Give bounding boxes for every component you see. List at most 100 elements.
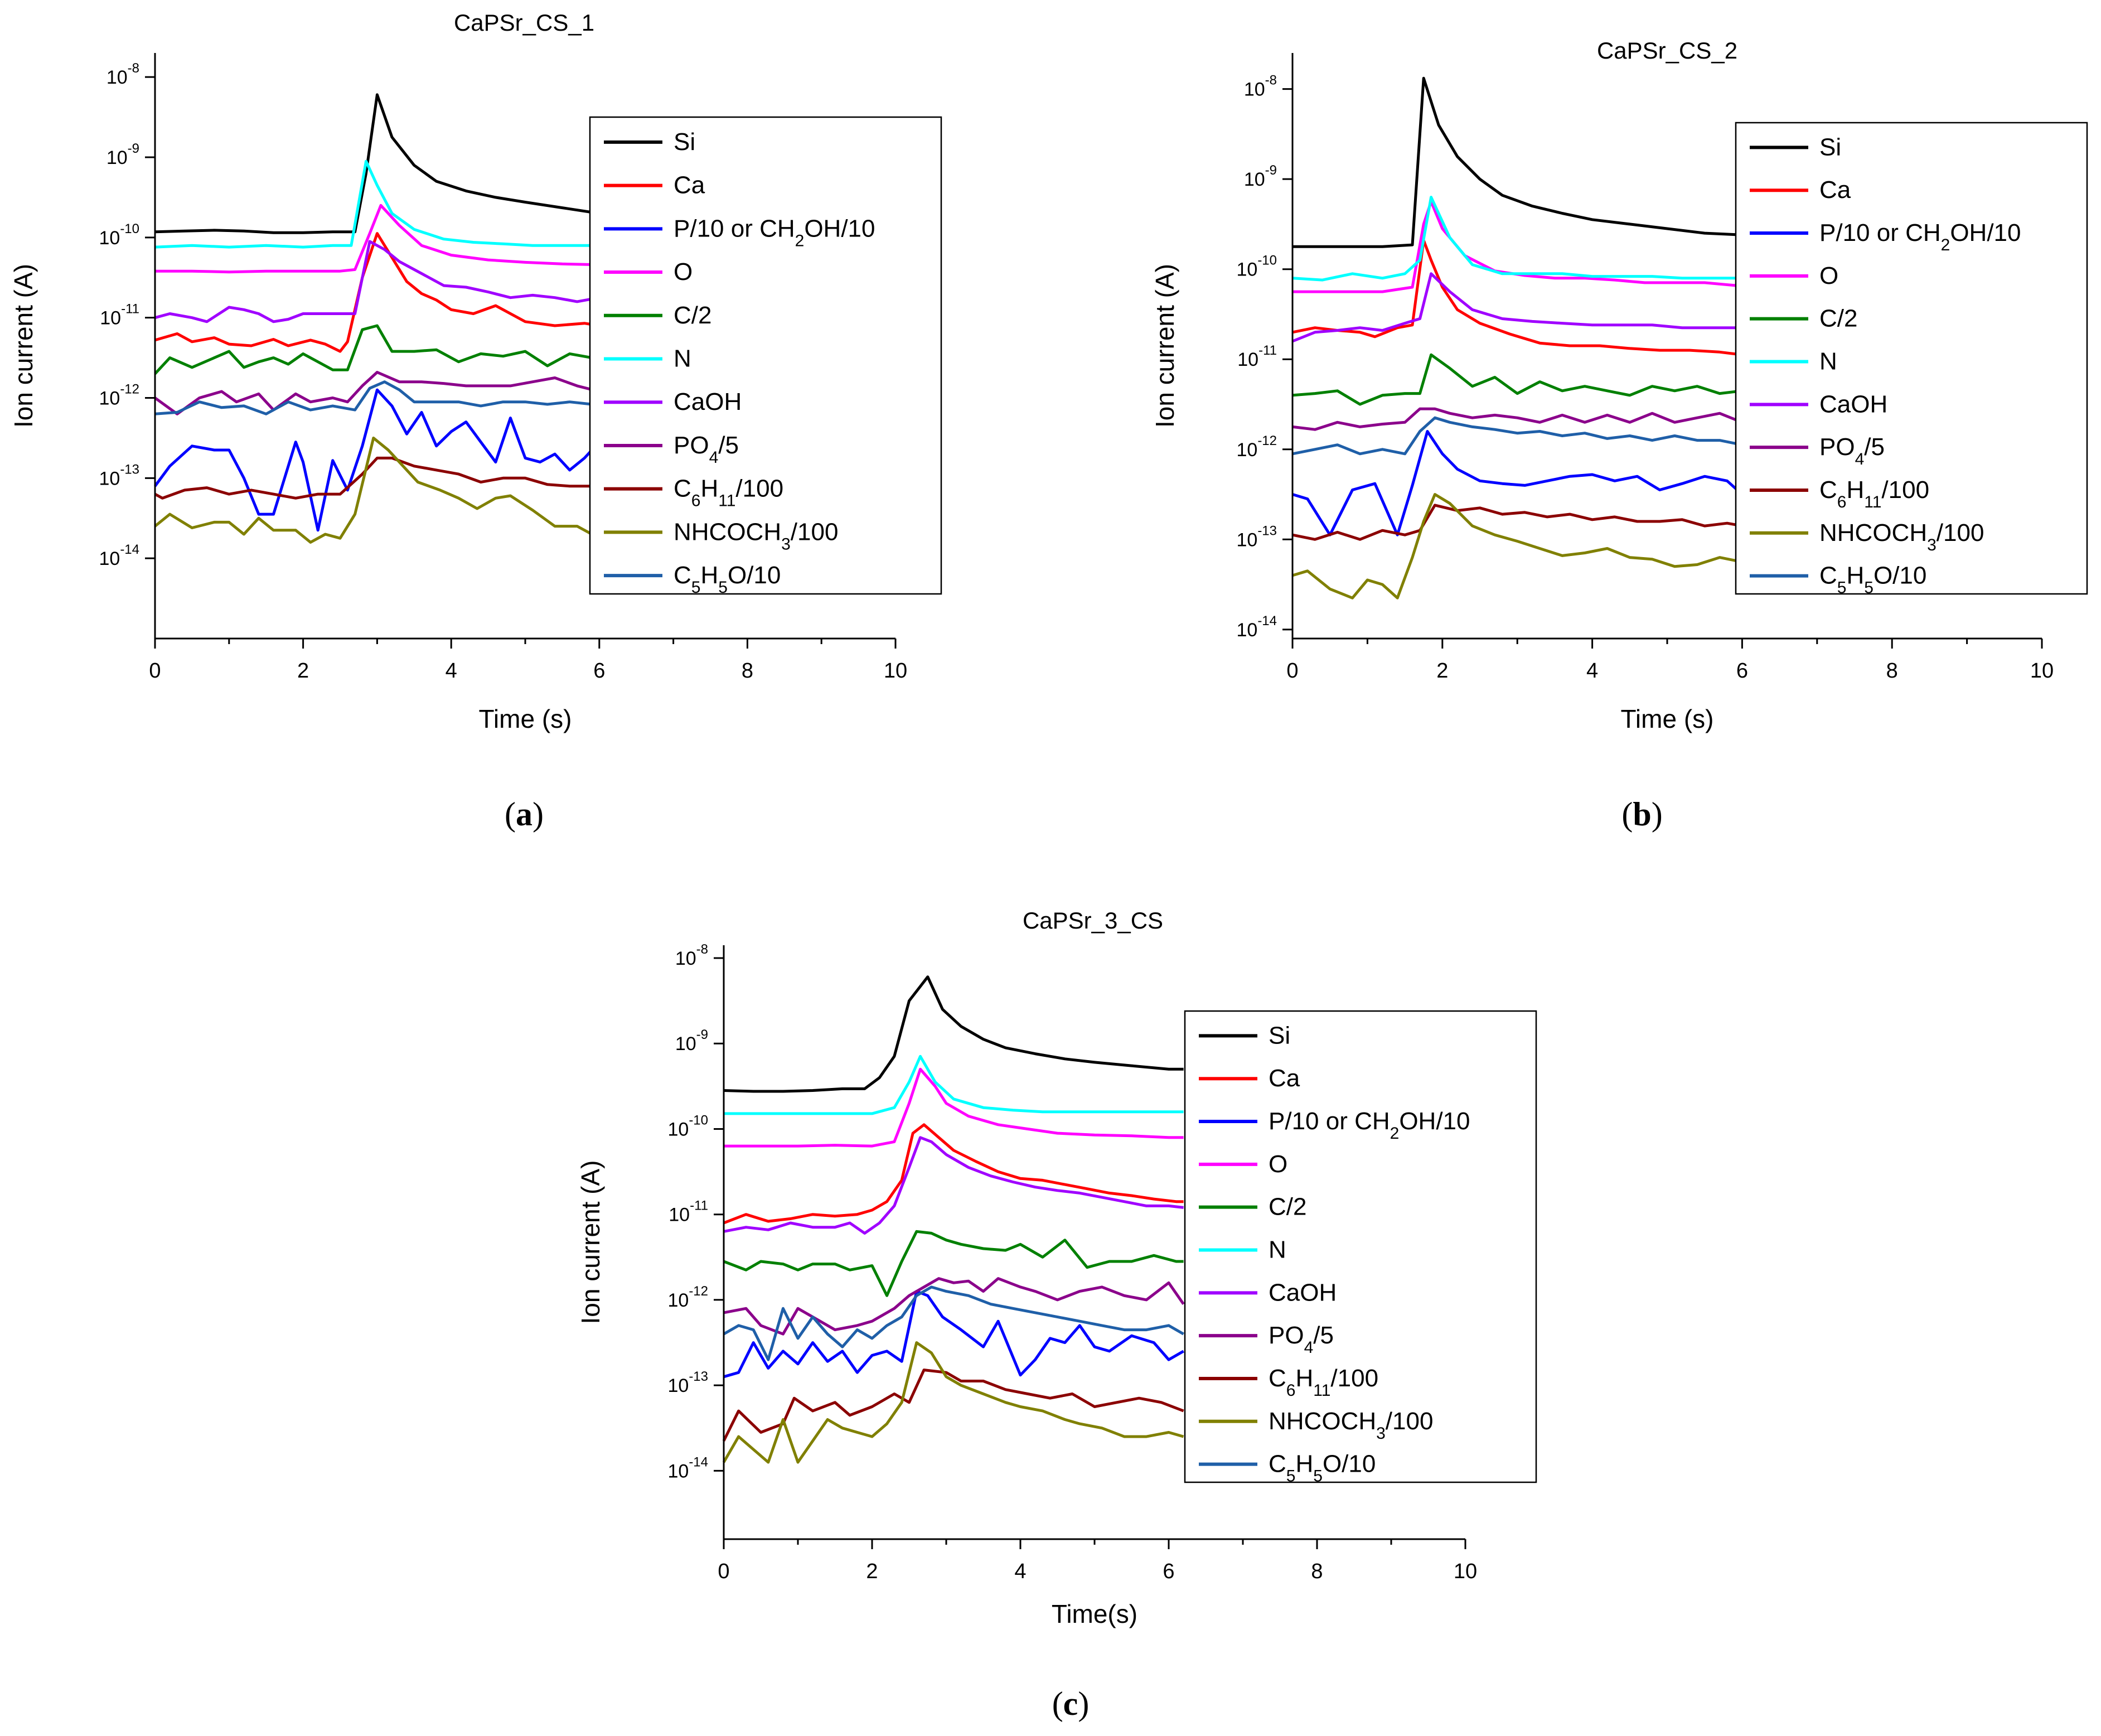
x-tick-label: 4 (1586, 659, 1598, 683)
legend-label: O (1819, 262, 1838, 289)
y-tick-label: 10-9 (1244, 163, 1277, 190)
legend-label: PO4/5 (1819, 433, 1885, 468)
x-tick-label: 0 (1286, 659, 1298, 683)
chart-title: CaPSr_CS_2 (1597, 37, 1737, 64)
legend-label: O (674, 258, 693, 286)
series-line-3 (1292, 430, 1744, 536)
series-line-11 (154, 380, 600, 415)
series-line-1 (723, 975, 1184, 1093)
y-tick-label: 10-11 (100, 302, 139, 329)
panel-label: (b) (1621, 796, 1662, 833)
legend-label: N (1269, 1236, 1286, 1264)
series-line-7 (723, 1136, 1184, 1235)
panel-label: (a) (505, 796, 544, 833)
legend-label: C6H11/100 (674, 475, 783, 510)
chart-title: CaPSr_CS_1 (454, 9, 594, 36)
x-tick-label: 6 (1736, 659, 1748, 683)
y-tick-label: 10-14 (99, 542, 139, 569)
legend-label: CaOH (1819, 390, 1887, 418)
legend-box (1184, 1010, 1537, 1483)
x-tick-label: 4 (1014, 1560, 1026, 1583)
series-line-4 (724, 1067, 1184, 1148)
series-line-6 (154, 159, 599, 249)
x-tick-label: 10 (1454, 1560, 1477, 1583)
y-tick-label: 10-12 (1236, 433, 1277, 461)
legend-label: C/2 (1819, 305, 1857, 332)
series-line-4 (155, 204, 599, 274)
legend: Si Ca P/10 or CH2OH/10 O C/2 N CaOH PO4/5 C6H11/… (1735, 122, 2088, 597)
x-tick-label: 8 (1311, 1560, 1323, 1583)
legend-label: NHCOCH3/100 (674, 518, 838, 553)
y-axis-label: Ion current (A) (576, 1160, 605, 1324)
series-line-1 (1292, 76, 1742, 248)
x-tick-label: 8 (1886, 659, 1898, 683)
chart-panel-a: CaPSr_CS_1 0 2 4 6 8 10 10-14 10-13 10-12 10-11 10-… (9, 9, 942, 833)
series-line-11 (723, 1285, 1184, 1361)
legend-label: C6H11/100 (1269, 1365, 1378, 1400)
series-line-8 (723, 1277, 1185, 1336)
x-tick-label: 6 (593, 659, 605, 683)
legend-label: P/10 or CH2OH/10 (674, 215, 875, 250)
series-line-5 (154, 324, 600, 375)
legend-label: C5H5O/10 (1819, 562, 1926, 597)
legend-label: PO4/5 (674, 432, 739, 467)
y-tick-label: 10-14 (1236, 613, 1277, 641)
x-tick-label: 6 (1163, 1560, 1174, 1583)
y-tick-label: 10-9 (106, 141, 139, 168)
chart-panel-b: CaPSr_CS_2 0 2 4 6 8 10 10-14 10-13 10-12 10-11 10-… (1150, 37, 2088, 833)
legend-label: O (1269, 1150, 1287, 1178)
x-tick-label: 2 (866, 1560, 878, 1583)
series-line-2 (723, 1123, 1184, 1225)
y-tick-label: 10-10 (99, 221, 139, 249)
x-tick-label: 0 (718, 1560, 729, 1583)
legend-label: C5H5O/10 (674, 562, 781, 597)
x-tick-label: 4 (446, 659, 457, 683)
series-line-10 (722, 1341, 1184, 1464)
chart-panel-c: CaPSr_3_CS 0 2 4 6 8 10 10-14 10-13 10-12 10-11 10-… (576, 907, 1537, 1722)
y-tick-label: 10-13 (99, 462, 139, 489)
y-tick-label: 10-8 (106, 61, 139, 88)
legend-label: P/10 or CH2OH/10 (1819, 219, 2021, 254)
y-tick-label: 10-8 (675, 942, 708, 969)
y-axis-label: Ion current (A) (1150, 264, 1179, 428)
x-axis-label: Time (s) (479, 704, 572, 733)
series-line-6 (1292, 196, 1742, 282)
legend-label: NHCOCH3/100 (1269, 1408, 1433, 1443)
legend-label: Si (1819, 133, 1841, 161)
x-axis-label: Time (s) (1621, 704, 1714, 733)
legend-label: PO4/5 (1269, 1322, 1334, 1357)
series-line-10 (154, 436, 600, 544)
series-line-11 (1292, 416, 1742, 456)
y-axis-label: Ion current (A) (9, 264, 38, 428)
legend-label: Ca (674, 172, 705, 199)
legend-label: Ca (1269, 1065, 1300, 1092)
legend-label: CaOH (674, 388, 742, 415)
series-line-7 (1292, 272, 1742, 343)
legend-label: C5H5O/10 (1269, 1450, 1376, 1486)
series-line-5 (723, 1230, 1184, 1297)
chart-title: CaPSr_3_CS (1023, 907, 1163, 934)
legend-label: CaOH (1269, 1279, 1337, 1306)
x-tick-label: 10 (884, 659, 907, 683)
legend-label: N (674, 345, 691, 373)
legend-label: Si (674, 128, 695, 156)
y-tick-label: 10-11 (1237, 343, 1277, 370)
y-tick-label: 10-14 (667, 1454, 708, 1482)
legend-label: P/10 or CH2OH/10 (1269, 1108, 1470, 1143)
series-line-7 (154, 240, 600, 323)
y-tick-label: 10-13 (667, 1369, 708, 1396)
y-tick-label: 10-12 (99, 381, 139, 409)
y-tick-label: 10-11 (669, 1198, 708, 1226)
x-tick-label: 2 (1436, 659, 1448, 683)
y-tick-label: 10-12 (667, 1284, 708, 1311)
y-tick-label: 10-10 (667, 1113, 708, 1140)
series-line-6 (724, 1055, 1184, 1115)
series-line-8 (154, 371, 600, 415)
x-tick-label: 10 (2030, 659, 2054, 683)
series-line-3 (153, 388, 601, 532)
legend-label: C/2 (1269, 1193, 1306, 1221)
y-tick-label: 10-8 (1244, 73, 1277, 100)
x-axis-label: Time(s) (1052, 1599, 1137, 1628)
series-line-9 (154, 456, 599, 500)
